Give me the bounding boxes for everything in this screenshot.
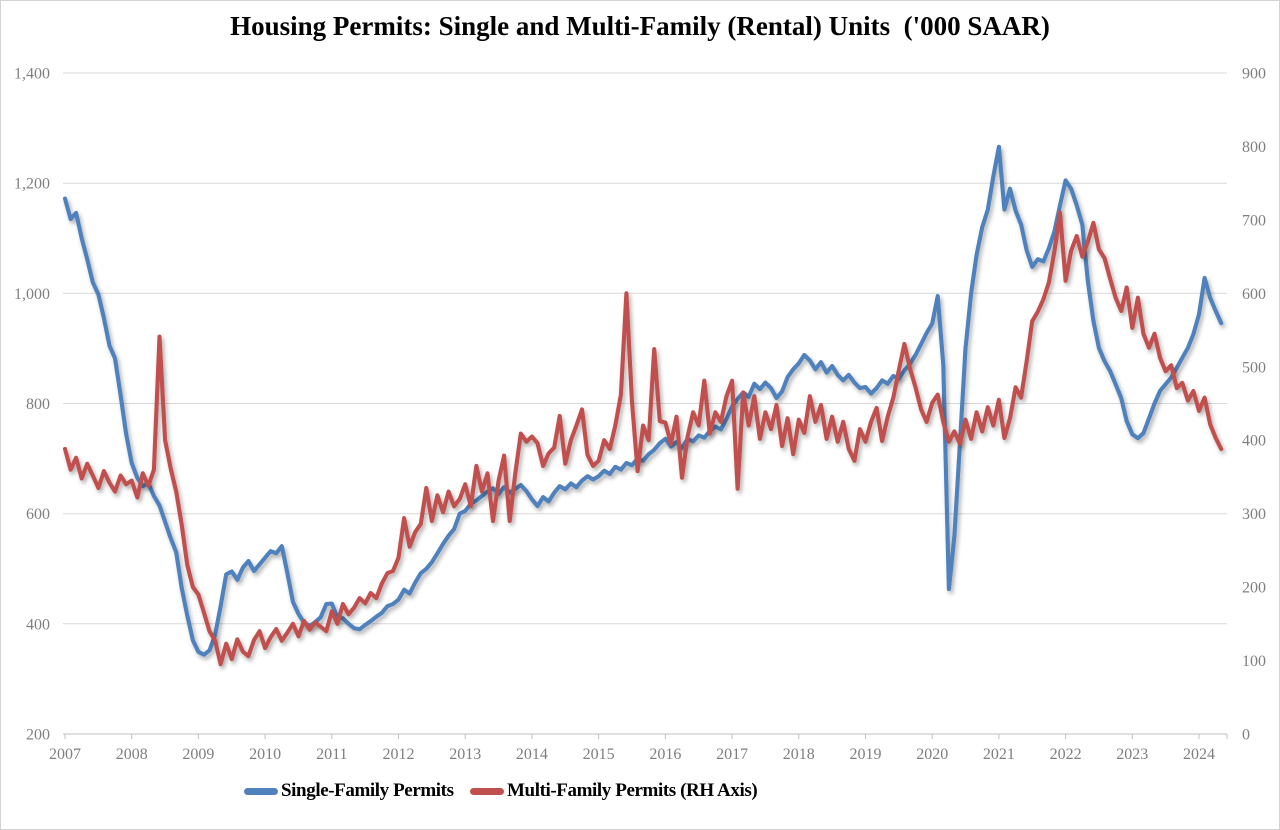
legend-swatch-single-family: [244, 788, 278, 795]
svg-text:1,200: 1,200: [14, 176, 50, 193]
svg-text:400: 400: [26, 616, 50, 633]
svg-text:2008: 2008: [116, 746, 148, 763]
svg-text:800: 800: [26, 396, 50, 413]
svg-text:2019: 2019: [850, 746, 882, 763]
svg-text:0: 0: [1242, 727, 1250, 744]
svg-text:300: 300: [1242, 506, 1266, 523]
single-family-line: [62, 144, 1224, 657]
svg-text:200: 200: [1242, 580, 1266, 597]
svg-text:500: 500: [1242, 359, 1266, 376]
svg-text:2009: 2009: [182, 746, 214, 763]
legend-swatch-multi-family: [470, 788, 504, 795]
svg-text:2022: 2022: [1050, 746, 1082, 763]
svg-text:2023: 2023: [1116, 746, 1148, 763]
svg-text:2017: 2017: [716, 746, 748, 763]
svg-text:2020: 2020: [916, 746, 948, 763]
legend-label-multi-family: Multi-Family Permits (RH Axis): [507, 780, 758, 801]
svg-text:400: 400: [1242, 433, 1266, 450]
x-axis-year-labels: 2007 2008 2009 2010 2011 2012 2013 2014 2015 2016…: [49, 746, 1215, 763]
chart-title: Housing Permits: Single and Multi-Family…: [230, 11, 1050, 41]
data-series-lines: [62, 144, 1224, 667]
svg-text:200: 200: [26, 727, 50, 744]
svg-text:700: 700: [1242, 212, 1266, 229]
svg-text:2015: 2015: [583, 746, 615, 763]
svg-text:2021: 2021: [983, 746, 1015, 763]
svg-text:2014: 2014: [516, 746, 548, 763]
svg-text:100: 100: [1242, 653, 1266, 670]
svg-text:600: 600: [26, 506, 50, 523]
svg-text:900: 900: [1242, 66, 1266, 83]
svg-text:1,400: 1,400: [14, 66, 50, 83]
x-axis-line-and-ticks: [63, 733, 1228, 739]
svg-text:2013: 2013: [449, 746, 481, 763]
svg-text:2018: 2018: [783, 746, 815, 763]
right-axis-tick-labels: 900 800 700 600 500 400 300 200 100 0: [1242, 66, 1266, 744]
svg-text:2010: 2010: [249, 746, 281, 763]
left-axis-tick-labels: 1,400 1,200 1,000 800 600 400 200: [14, 66, 50, 744]
legend-label-single-family: Single-Family Permits: [281, 780, 454, 801]
svg-text:1,000: 1,000: [14, 286, 50, 303]
svg-text:2016: 2016: [649, 746, 681, 763]
svg-text:2024: 2024: [1183, 746, 1215, 763]
svg-text:2011: 2011: [316, 746, 347, 763]
multi-family-line: [62, 210, 1224, 667]
svg-text:2007: 2007: [49, 746, 81, 763]
svg-text:800: 800: [1242, 139, 1266, 156]
svg-text:2012: 2012: [383, 746, 415, 763]
svg-text:600: 600: [1242, 286, 1266, 303]
gridlines: [63, 72, 1227, 625]
